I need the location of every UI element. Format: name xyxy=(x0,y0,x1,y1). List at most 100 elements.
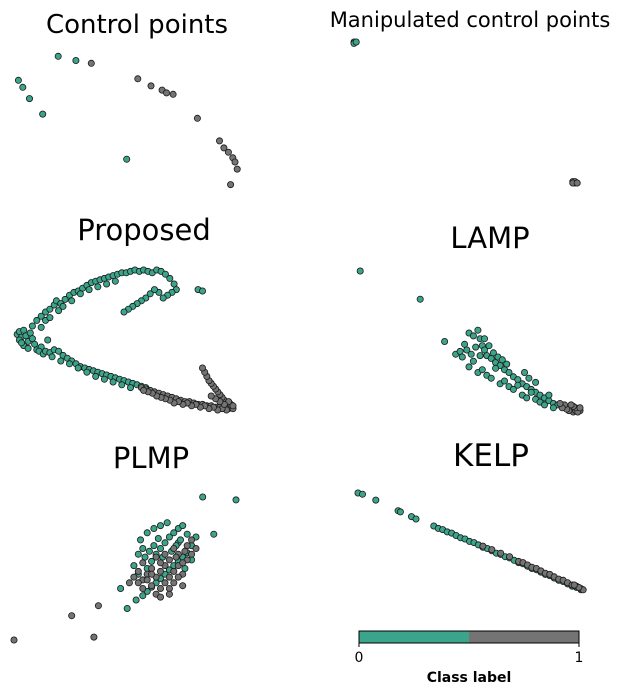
scatter-point-class-0 xyxy=(472,343,480,351)
scatter-points xyxy=(10,493,240,644)
scatter-point-class-0 xyxy=(141,553,149,561)
scatter-point-class-0 xyxy=(57,357,65,365)
scatter-point-class-0 xyxy=(130,562,138,570)
scatter-point-class-1 xyxy=(170,545,178,553)
scatter-point-class-0 xyxy=(33,316,41,324)
scatter-point-class-1 xyxy=(224,148,232,156)
scatter-point-class-0 xyxy=(498,356,506,364)
scatter-point-class-0 xyxy=(527,388,535,396)
scatter-point-class-1 xyxy=(231,158,239,166)
scatter-point-class-0 xyxy=(83,368,91,376)
scatter-point-class-0 xyxy=(352,38,360,46)
scatter-point-class-0 xyxy=(541,401,549,409)
scatter-point-class-0 xyxy=(505,368,513,376)
scatter-point-class-0 xyxy=(183,530,191,538)
scatter-point-class-1 xyxy=(134,579,142,587)
scatter-point-class-0 xyxy=(469,332,477,340)
scatter-point-class-0 xyxy=(492,364,500,372)
scatter-point-class-1 xyxy=(156,567,164,575)
scatter-point-class-0 xyxy=(146,290,154,298)
scatter-point-class-0 xyxy=(489,349,497,357)
scatter-point-class-0 xyxy=(139,592,147,600)
scatter-point-class-1 xyxy=(156,585,164,593)
scatter-point-class-0 xyxy=(476,352,484,360)
scatter-point-class-1 xyxy=(576,404,584,412)
scatter-point-class-0 xyxy=(358,490,366,498)
scatter-point-class-0 xyxy=(76,290,84,298)
panel-title: Control points xyxy=(46,10,228,40)
scatter-point-class-1 xyxy=(68,612,76,620)
scatter-point-class-0 xyxy=(170,529,178,537)
scatter-point-class-0 xyxy=(474,326,482,334)
scatter-point-class-0 xyxy=(198,287,206,295)
scatter-point-class-0 xyxy=(485,342,493,350)
scatter-point-class-1 xyxy=(170,567,178,575)
scatter-point-class-1 xyxy=(506,553,514,561)
colorbar-tick-label-max: 1 xyxy=(575,650,584,666)
scatter-point-class-0 xyxy=(46,305,54,313)
scatter-point-class-0 xyxy=(210,530,218,538)
colorbar-tick-label-min: 0 xyxy=(355,650,364,666)
scatter-point-class-0 xyxy=(181,565,189,573)
scatter-point-class-0 xyxy=(176,536,184,544)
scatter-point-class-1 xyxy=(162,89,170,97)
scatter-points xyxy=(14,52,241,189)
scatter-point-class-0 xyxy=(55,347,63,355)
panel-proposed: Proposed xyxy=(13,213,237,414)
scatter-point-class-0 xyxy=(134,550,142,558)
scatter-point-class-1 xyxy=(139,585,147,593)
scatter-point-class-0 xyxy=(14,76,22,84)
scatter-point-class-1 xyxy=(198,364,206,372)
scatter-point-class-0 xyxy=(509,385,517,393)
scatter-point-class-0 xyxy=(37,312,45,320)
colorbar-segment-class-0 xyxy=(359,631,469,643)
scatter-point-class-0 xyxy=(123,605,131,613)
scatter-point-class-1 xyxy=(207,392,215,400)
scatter-point-class-1 xyxy=(573,179,581,187)
scatter-point-class-0 xyxy=(166,274,174,282)
scatter-point-class-1 xyxy=(10,636,18,644)
scatter-point-class-1 xyxy=(148,565,156,573)
scatter-point-class-0 xyxy=(148,557,156,565)
scatter-point-class-1 xyxy=(139,559,147,567)
scatter-point-class-1 xyxy=(170,579,178,587)
scatter-point-class-0 xyxy=(412,515,420,523)
scatter-point-class-0 xyxy=(39,110,47,118)
scatter-point-class-1 xyxy=(165,590,173,598)
scatter-point-class-0 xyxy=(28,322,36,330)
scatter-point-class-0 xyxy=(123,155,131,163)
scatter-point-class-1 xyxy=(215,137,223,145)
panel-title: KELP xyxy=(453,438,529,474)
scatter-point-class-0 xyxy=(521,368,529,376)
scatter-point-class-1 xyxy=(188,550,196,558)
scatter-point-class-1 xyxy=(148,570,156,578)
scatter-point-class-0 xyxy=(232,496,240,504)
scatter-point-class-0 xyxy=(356,267,364,275)
panel-manipulated-control-points: Manipulated control points xyxy=(330,8,610,187)
scatter-point-class-0 xyxy=(199,493,207,501)
scatter-point-class-0 xyxy=(132,596,140,604)
scatter-point-class-1 xyxy=(188,536,196,544)
scatter-point-class-1 xyxy=(233,165,241,173)
scatter-point-class-1 xyxy=(161,579,169,587)
scatter-point-class-1 xyxy=(165,556,173,564)
scatter-point-class-0 xyxy=(154,535,162,543)
scatter-point-class-0 xyxy=(44,336,52,344)
scatter-point-class-0 xyxy=(179,522,187,530)
scatter-point-class-0 xyxy=(465,363,473,371)
scatter-point-class-0 xyxy=(441,337,449,345)
scatter-point-class-1 xyxy=(148,582,156,590)
scatter-point-class-1 xyxy=(179,582,187,590)
colorbar: 0 1 Class label xyxy=(355,630,584,686)
scatter-point-class-0 xyxy=(92,372,100,380)
scatter-point-class-1 xyxy=(165,585,173,593)
scatter-point-class-1 xyxy=(125,579,133,587)
scatter-point-class-1 xyxy=(156,559,164,567)
scatter-point-class-0 xyxy=(111,277,119,285)
panel-title: Proposed xyxy=(77,213,211,247)
scatter-point-class-0 xyxy=(37,323,45,331)
scatter-point-class-0 xyxy=(396,508,404,516)
scatter-point-class-0 xyxy=(463,346,471,354)
scatter-point-class-1 xyxy=(134,567,142,575)
scatter-point-class-0 xyxy=(24,344,32,352)
